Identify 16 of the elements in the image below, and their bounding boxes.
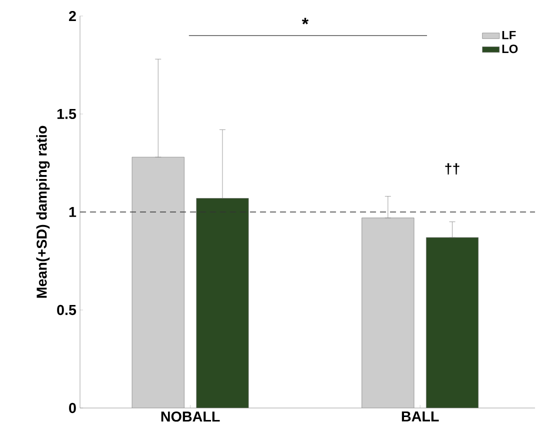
y-axis-title: Mean(+SD) damping ratio: [36, 126, 50, 298]
x-tick-label: BALL: [402, 412, 439, 422]
bar: [132, 157, 184, 408]
bar: [362, 218, 414, 408]
bar: [196, 198, 249, 408]
x-tick-label: NOBALL: [161, 412, 220, 422]
annotation: *: [302, 18, 309, 24]
y-tick-label: 1: [69, 207, 76, 217]
legend-label: LO: [502, 44, 518, 54]
legend-label: LF: [502, 30, 516, 40]
y-tick-label: 0: [69, 402, 76, 414]
y-tick-label: 2: [69, 10, 76, 22]
y-tick-label: 1.5: [57, 108, 76, 119]
y-tick-label: 0.5: [57, 304, 76, 316]
bar: [426, 237, 479, 408]
annotation: ††: [445, 163, 460, 175]
